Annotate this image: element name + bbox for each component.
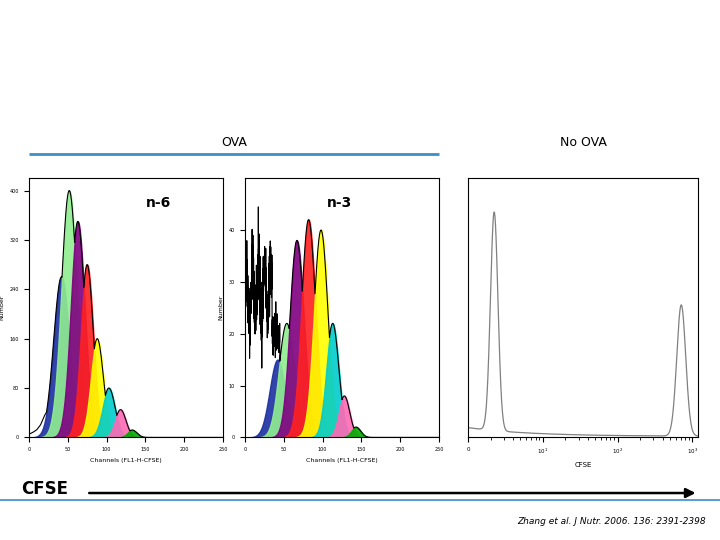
Text: in vivo: in vivo (308, 83, 412, 111)
Y-axis label: Number: Number (0, 295, 4, 320)
Text: OVA: OVA (221, 136, 247, 148)
Text: n-3: n-3 (326, 197, 351, 211)
X-axis label: Channels (FL1-H-CFSE): Channels (FL1-H-CFSE) (90, 458, 162, 463)
X-axis label: CFSE: CFSE (575, 462, 592, 468)
Text: No OVA: No OVA (559, 136, 607, 148)
FancyArrowPatch shape (89, 489, 693, 497)
Text: Zhang et al. J Nutr. 2006. 136: 2391-2398: Zhang et al. J Nutr. 2006. 136: 2391-239… (517, 517, 706, 526)
Text: CFSE: CFSE (22, 480, 68, 498)
Y-axis label: Number: Number (218, 295, 223, 320)
Text: FO suppressed Th1 cell division: FO suppressed Th1 cell division (112, 30, 608, 57)
Text: n-6: n-6 (145, 197, 171, 211)
X-axis label: Channels (FL1-H-CFSE): Channels (FL1-H-CFSE) (306, 458, 378, 463)
